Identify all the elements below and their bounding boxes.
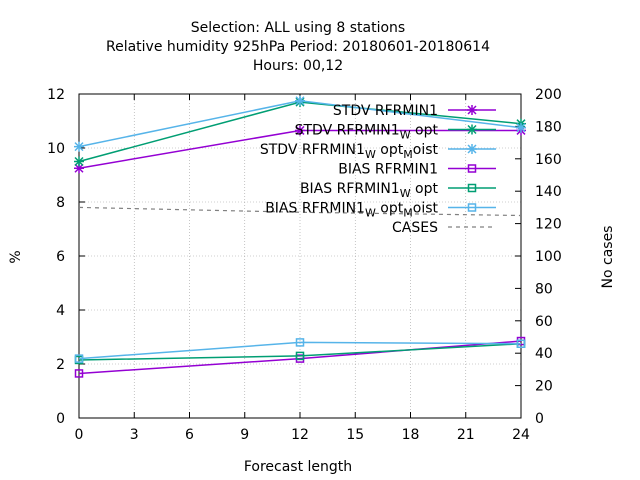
x-tick-label: 15 <box>346 427 364 443</box>
legend-label: BIAS RFRMIN1W optMoist <box>265 201 438 220</box>
title-line-1: Selection: ALL using 8 stations <box>191 20 405 36</box>
y2-tick-label: 200 <box>535 87 562 103</box>
y-tick-label: 12 <box>47 87 65 103</box>
y2-axis: 0 20 40 60 80 100 120 140 160 180 200 <box>515 87 562 427</box>
y2-tick-label: 160 <box>535 152 562 168</box>
series-group <box>74 95 526 378</box>
data-point <box>295 125 305 136</box>
y-tick-label: 0 <box>56 411 65 427</box>
legend-swatch-marker <box>467 183 477 193</box>
legend-label: BIAS RFRMIN1W opt <box>300 181 439 200</box>
legend-entry: STDV RFRMIN1 <box>333 103 496 119</box>
legend-entry: CASES <box>392 220 496 236</box>
legend-entry: BIAS RFRMIN1W optMoist <box>265 201 496 220</box>
data-point <box>295 338 305 347</box>
x-tick-label: 21 <box>457 427 475 443</box>
data-point <box>295 95 305 106</box>
data-point <box>74 156 84 167</box>
x-tick-label: 0 <box>75 427 84 443</box>
series-2 <box>74 95 526 152</box>
y2-tick-label: 60 <box>535 314 553 330</box>
data-point <box>516 339 526 348</box>
series-line <box>78 340 522 375</box>
series-line <box>78 206 522 217</box>
series-line <box>78 341 522 360</box>
y2-tick-label: 180 <box>535 119 562 135</box>
x-axis-label: Forecast length <box>244 459 352 475</box>
title-line-2: Relative humidity 925hPa Period: 2018060… <box>106 39 490 55</box>
y-tick-label: 8 <box>56 195 65 211</box>
y2-tick-label: 0 <box>535 411 544 427</box>
legend-swatch-marker <box>467 105 477 115</box>
data-point <box>74 141 84 152</box>
y2-tick-label: 100 <box>535 249 562 265</box>
legend-label: STDV RFRMIN1W optMoist <box>260 142 439 161</box>
x-tick-label: 24 <box>512 427 530 443</box>
legend-entry: BIAS RFRMIN1 <box>338 162 496 178</box>
y2-tick-label: 140 <box>535 184 562 200</box>
y-tick-label: 10 <box>47 141 65 157</box>
chart-title: Selection: ALL using 8 stations Relative… <box>106 20 490 74</box>
legend-entry: BIAS RFRMIN1W opt <box>300 181 496 200</box>
x-tick-label: 18 <box>402 427 420 443</box>
y-tick-label: 2 <box>56 357 65 373</box>
y-axis: 0 2 4 6 8 10 12 <box>47 87 85 427</box>
x-tick-label: 12 <box>291 427 309 443</box>
y2-tick-label: 20 <box>535 379 553 395</box>
x-tick-label: 6 <box>185 427 194 443</box>
title-line-3: Hours: 00,12 <box>253 58 343 74</box>
legend-swatch-marker <box>467 164 477 173</box>
series-line <box>78 343 522 361</box>
y2-tick-label: 40 <box>535 346 553 362</box>
y-axis-label: % <box>8 250 24 263</box>
legend-entry: STDV RFRMIN1W opt <box>295 123 496 142</box>
series-6 <box>78 206 522 217</box>
x-tick-label: 9 <box>240 427 249 443</box>
legend-entry: STDV RFRMIN1W optMoist <box>260 142 496 161</box>
legend-swatch-marker <box>467 144 477 154</box>
x-axis: 0 3 6 9 12 15 18 21 24 <box>75 94 530 443</box>
data-point <box>74 354 84 363</box>
y2-tick-label: 120 <box>535 217 562 233</box>
y-tick-label: 4 <box>56 303 65 319</box>
legend-label: STDV RFRMIN1 <box>333 103 438 119</box>
data-point <box>295 351 305 361</box>
legend-swatch-marker <box>467 203 477 212</box>
legend-swatch-marker <box>467 124 477 135</box>
y2-tick-label: 80 <box>535 281 553 297</box>
legend-label: BIAS RFRMIN1 <box>338 162 438 178</box>
x-tick-label: 3 <box>130 427 139 443</box>
data-point <box>516 122 526 133</box>
legend-label: CASES <box>392 220 438 236</box>
grid <box>79 94 521 418</box>
y2-axis-label: No cases <box>600 226 616 289</box>
y-tick-label: 6 <box>56 249 65 265</box>
series-5 <box>74 338 526 363</box>
data-point <box>74 369 84 378</box>
legend-label: STDV RFRMIN1W opt <box>295 123 439 142</box>
